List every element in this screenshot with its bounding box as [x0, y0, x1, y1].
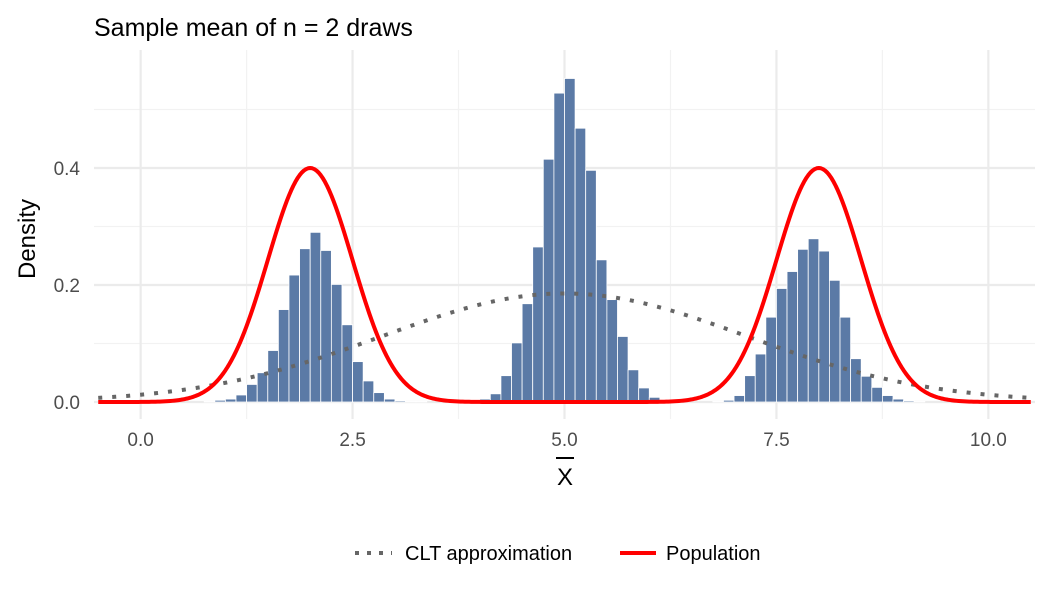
histogram-bar [606, 299, 618, 403]
histogram-bar [214, 399, 226, 403]
histogram-bar [818, 250, 830, 403]
histogram-bar [839, 316, 852, 403]
histogram-bar [903, 400, 915, 403]
histogram-bar [712, 401, 724, 403]
histogram-bar [595, 259, 608, 403]
histogram-bar [744, 375, 756, 403]
legend: CLT approximation Population [355, 543, 761, 565]
histogram-bar [860, 375, 873, 403]
histogram-bar [871, 386, 883, 403]
histogram-bar [892, 398, 904, 403]
histogram-bar [299, 248, 311, 403]
histogram-bar [850, 358, 862, 403]
histogram-bar [786, 271, 799, 403]
x-axis-label-text: X [557, 464, 573, 491]
x-tick-label: 7.5 [763, 430, 789, 451]
y-axis-label: Density [14, 199, 41, 279]
x-axis-label: X [556, 457, 574, 491]
histogram-bar [532, 246, 544, 403]
histogram-bar [797, 248, 809, 403]
population-line [98, 166, 1031, 404]
histogram-bar [405, 401, 417, 403]
histogram-bar [267, 350, 279, 403]
histogram-bar [511, 342, 523, 403]
histogram-bar [373, 392, 385, 403]
histogram-bar [733, 395, 746, 403]
y-tick-label: 0.0 [54, 393, 80, 414]
histogram-bar [341, 324, 353, 403]
legend-item-clt: CLT approximation [355, 543, 572, 565]
x-tick-label: 5.0 [551, 430, 577, 451]
histogram-bar [352, 361, 364, 403]
histogram-bar [553, 92, 565, 403]
histogram-bar [394, 400, 406, 403]
x-tick-label: 10.0 [970, 430, 1007, 451]
y-tick-label: 0.4 [54, 159, 81, 180]
histogram-bar [330, 284, 343, 403]
histogram-bar [765, 316, 777, 403]
histogram-bar [256, 372, 269, 403]
tick-labels: 0.0 2.5 5.0 7.5 10.0 0.0 0.2 0.4 [54, 159, 1007, 451]
histogram-bars [203, 78, 926, 403]
histogram-bar [913, 401, 926, 403]
histogram-bar [320, 250, 332, 403]
clt-approximation-line [98, 291, 1031, 400]
histogram-bar [415, 401, 428, 403]
histogram-bar [362, 380, 375, 403]
histogram-bar [585, 169, 597, 403]
x-tick-label: 2.5 [339, 430, 365, 451]
histogram-bar [203, 401, 216, 403]
legend-label-population: Population [666, 543, 761, 565]
histogram-bar [627, 369, 640, 403]
histogram-bar [521, 303, 534, 403]
histogram-bar [383, 398, 396, 403]
histogram-bar [574, 127, 587, 403]
histogram-bar [235, 394, 247, 403]
legend-label-clt: CLT approximation [405, 543, 572, 565]
histogram-bar [638, 387, 650, 403]
histogram-bar [225, 398, 237, 403]
histogram-bar [277, 309, 290, 403]
histogram-bar [829, 279, 841, 403]
histogram-bar [807, 238, 820, 403]
density-lines [98, 166, 1031, 404]
histogram-bar [617, 336, 629, 403]
histogram-bar [882, 395, 894, 403]
histogram-bar [754, 353, 767, 403]
histogram-bar [500, 375, 512, 403]
y-tick-label: 0.2 [54, 276, 80, 297]
histogram-bar [723, 399, 735, 403]
histogram-bar [309, 231, 322, 403]
legend-item-population: Population [620, 543, 761, 565]
histogram-bar [564, 78, 576, 403]
chart-title: Sample mean of n = 2 draws [94, 14, 413, 42]
histogram-bar [246, 384, 258, 403]
histogram-bar [542, 158, 555, 403]
histogram-bar [288, 274, 300, 403]
x-tick-label: 0.0 [127, 430, 153, 451]
